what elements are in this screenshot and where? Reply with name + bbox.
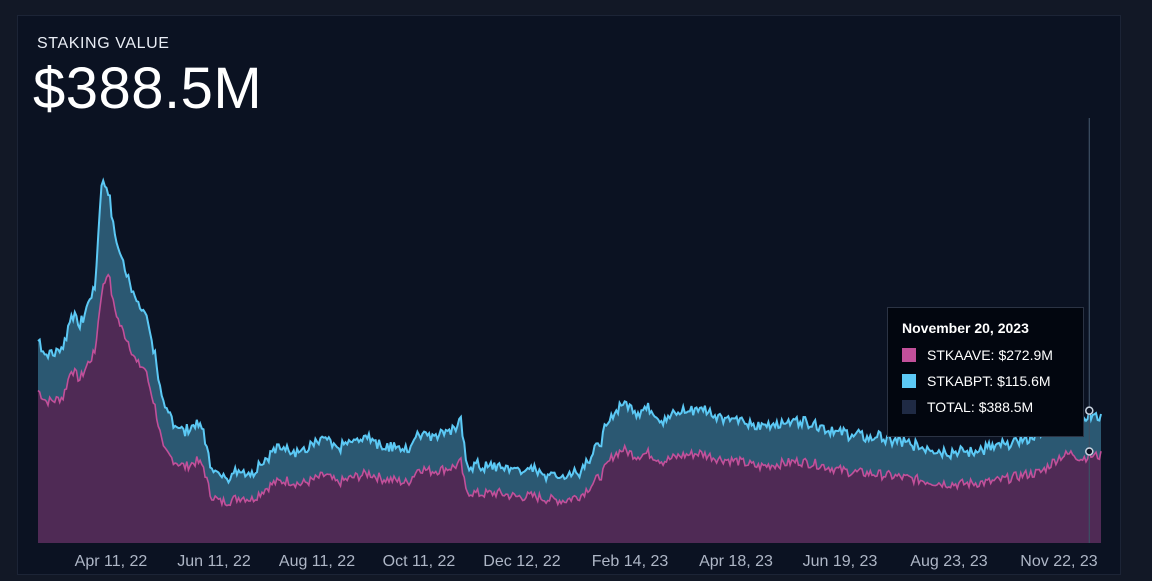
metric-label: STAKING VALUE	[37, 35, 170, 52]
total-swatch	[902, 400, 916, 414]
tooltip-label: TOTAL:	[927, 399, 975, 415]
tooltip-row-stkabpt: STKABPT: $115.6M	[902, 373, 1069, 389]
x-tick-label: Feb 14, 23	[592, 553, 669, 570]
x-tick-label: Apr 11, 22	[75, 553, 148, 570]
stkaave-line	[37, 273, 1102, 508]
x-axis: Apr 11, 22 Jun 11, 22 Aug 11, 22 Oct 11, 22…	[75, 553, 1098, 570]
tooltip-date: November 20, 2023	[902, 320, 1029, 336]
x-tick-label: Aug 23, 23	[910, 553, 988, 570]
stkabpt-area	[38, 180, 1101, 506]
x-tick-label: Apr 18, 23	[699, 553, 773, 570]
x-tick-label: Dec 12, 22	[483, 553, 560, 570]
x-tick-label: Nov 22, 23	[1020, 553, 1097, 570]
tooltip-label: STKAAVE:	[927, 347, 995, 363]
tooltip-row-stkaave: STKAAVE: $272.9M	[902, 347, 1069, 363]
area-layer	[37, 177, 1102, 543]
hover-markers	[1085, 406, 1094, 456]
tooltip-value: $115.6M	[997, 373, 1051, 389]
x-tick-label: Aug 11, 22	[279, 553, 355, 570]
tooltip-label: STKABPT:	[927, 373, 994, 389]
tooltip-value: $272.9M	[998, 347, 1053, 363]
stkabpt-swatch	[902, 374, 916, 388]
chart-tooltip: November 20, 2023 STKAAVE: $272.9M STKABP…	[887, 307, 1084, 437]
tooltip-row-total: TOTAL: $388.5M	[902, 399, 1069, 415]
stkaave-area	[38, 274, 1101, 543]
stkaave-marker	[1085, 447, 1094, 456]
stkabpt-line	[37, 177, 1102, 485]
stkabpt-marker	[1085, 406, 1094, 415]
stkaave-swatch	[902, 348, 916, 362]
x-tick-label: Oct 11, 22	[383, 553, 456, 570]
x-tick-label: Jun 19, 23	[803, 553, 878, 570]
tooltip-value: $388.5M	[978, 399, 1034, 415]
metric-value: $388.5M	[33, 56, 263, 121]
x-tick-label: Jun 11, 22	[177, 553, 251, 570]
